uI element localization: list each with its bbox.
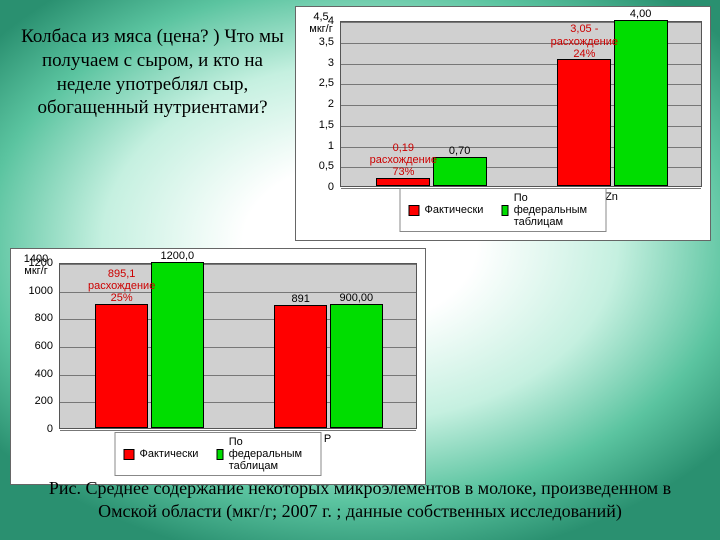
bar [330,304,384,429]
bar [274,305,328,428]
category-label: P [324,433,331,445]
ytick-label: 200 [35,395,53,407]
bar [557,59,611,186]
ytick-label: 3,5 [319,36,334,48]
caption: Рис. Среднее содержание некоторых микроэ… [40,477,680,522]
annotation: 900,00 [316,292,396,304]
ytick-label: 0 [328,181,334,193]
ytick-label: 800 [35,312,53,324]
ytick-label: 1000 [29,285,53,297]
chart-top-legend: Фактически По федеральным таблицам [400,188,607,232]
ytick-label: 4 [328,15,334,27]
chart-bottom-legend: Фактически По федеральным таблицам [115,432,322,476]
ytick-label: 2,5 [319,77,334,89]
legend-swatch-actual [409,205,420,216]
legend-label-actual: Фактически [425,204,484,216]
annotation: 895,1расхождение25% [82,268,162,304]
legend-item-table-2: По федеральным таблицам [216,436,312,472]
ytick-label: 0 [47,423,53,435]
annotation: 3,05 -расхождение24% [544,23,624,59]
chart-bottom-plot: 895,1расхождение25%1200,0891900,00 [59,263,417,429]
legend-label-actual-2: Фактически [140,448,199,460]
annotation: 0,70 [420,145,500,157]
ytick-label: 1200 [29,257,53,269]
legend-item-actual-2: Фактически [124,448,199,460]
ytick-label: 600 [35,340,53,352]
chart-top: 4,5 мкг/г 0,19расхождение73%0,703,05 -ра… [295,6,711,241]
category-label: Zn [605,191,618,203]
chart-top-plot: 0,19расхождение73%0,703,05 -расхождение2… [340,21,702,187]
bar [376,178,430,186]
ytick-label: 3 [328,57,334,69]
legend-swatch-actual-2 [124,449,135,460]
legend-label-table-2: По федеральным таблицам [229,436,313,472]
legend-item-actual: Фактически [409,204,484,216]
legend-item-table: По федеральным таблицам [501,192,597,228]
annotation: 1200,0 [137,250,217,262]
ytick-label: 400 [35,368,53,380]
chart-bottom: 1400 мкг/г 895,1расхождение25%1200,08919… [10,248,426,485]
legend-label-table: По федеральным таблицам [514,192,598,228]
annotation: 4,00 [601,8,681,20]
heading: Колбаса из мяса (цена? ) Что мы получаем… [15,25,290,120]
legend-swatch-table [501,205,508,216]
bar [95,304,149,428]
ytick-label: 1 [328,140,334,152]
legend-swatch-table-2 [216,449,223,460]
ytick-label: 0,5 [319,160,334,172]
content: Колбаса из мяса (цена? ) Что мы получаем… [0,0,720,540]
ytick-label: 2 [328,98,334,110]
ytick-label: 1,5 [319,119,334,131]
